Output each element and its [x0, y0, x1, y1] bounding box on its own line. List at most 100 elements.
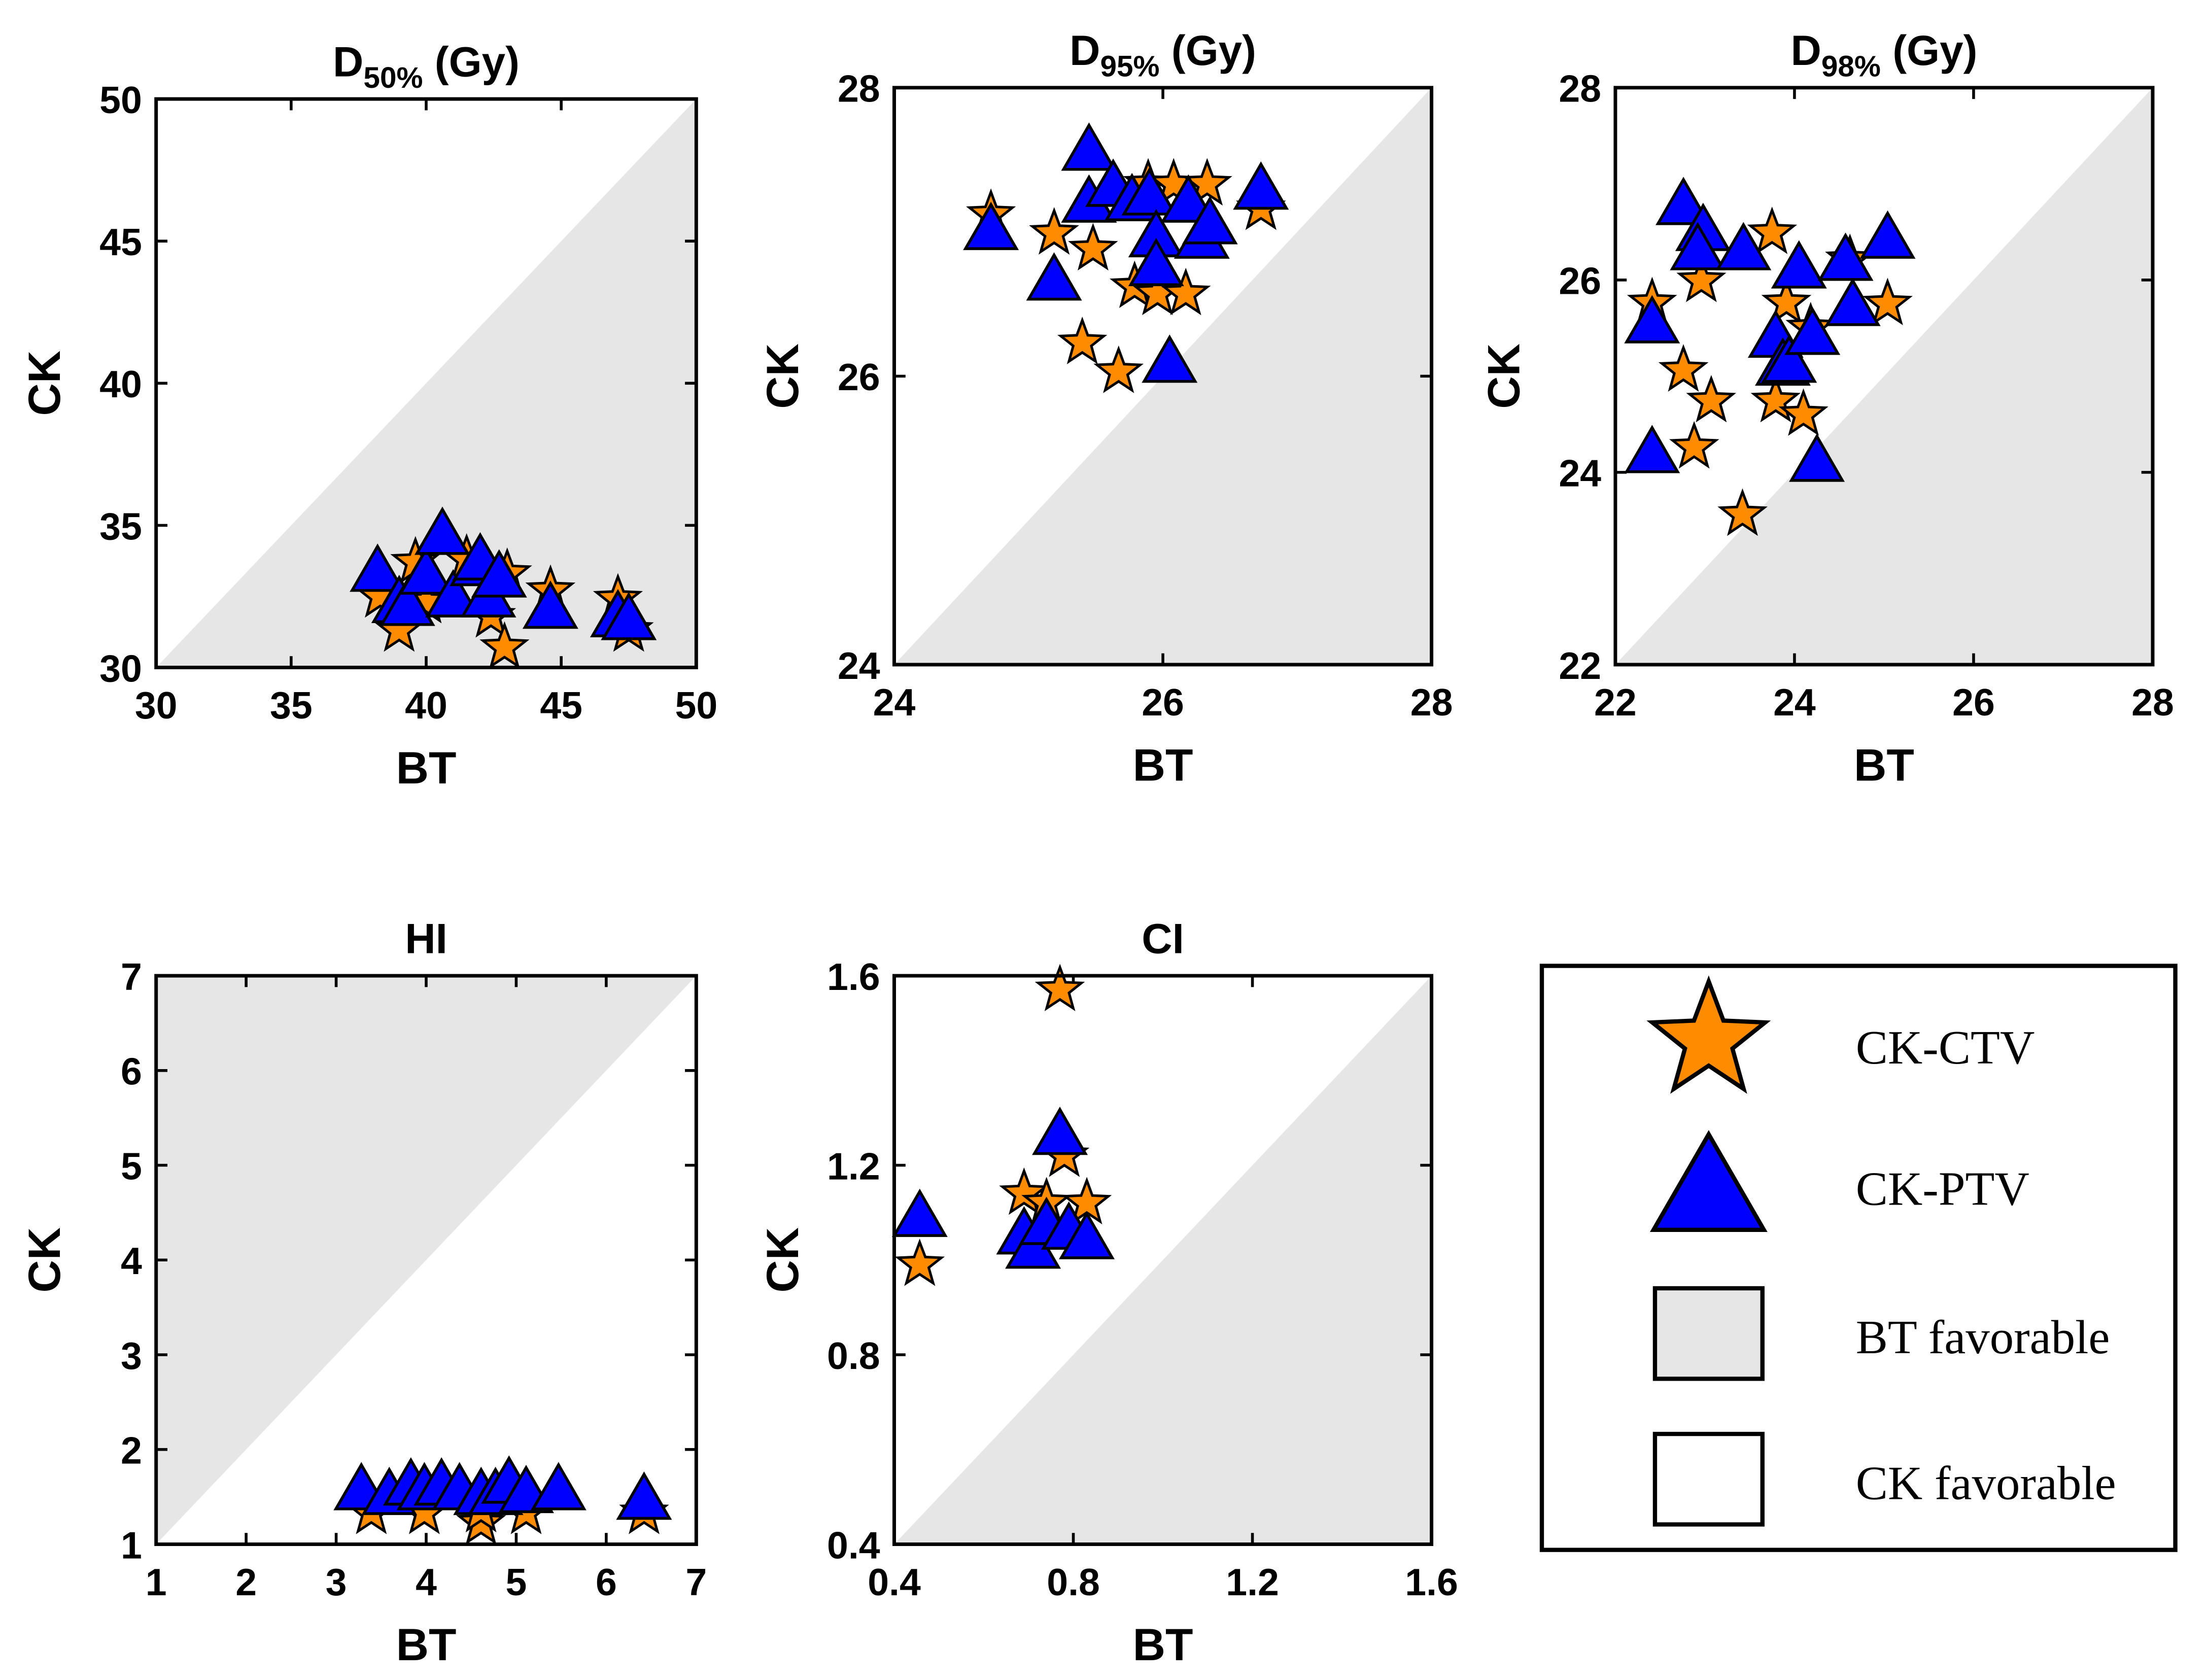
- ck-ctv-point: [479, 621, 530, 669]
- ck-ctv-point: [1747, 207, 1798, 254]
- title-main: D: [1070, 26, 1100, 74]
- title-subscript: 50%: [363, 61, 423, 94]
- title-main: D: [1790, 26, 1821, 74]
- ck-ptv-point: [616, 1471, 672, 1520]
- y-axis-label: CK: [19, 1227, 70, 1293]
- panel-title: D50% (Gy): [333, 38, 520, 94]
- x-axis-label: BT: [1133, 739, 1193, 790]
- scatter-panel-0: 30 35 40 45 50 30 35 40 45 50 D50% (Gy) BT CK: [19, 38, 717, 794]
- ck-ptv-point: [1032, 1107, 1088, 1155]
- x-tick-label: 50: [675, 684, 717, 727]
- ck-ptv-point: [425, 569, 481, 618]
- shaded-box-icon: [1652, 1286, 1765, 1381]
- title-main: D: [333, 38, 363, 86]
- ck-ctv-point: [1750, 374, 1801, 423]
- title-main: CI: [1142, 914, 1184, 962]
- ck-ptv-point: [1789, 433, 1845, 482]
- ck-ptv-point: [379, 577, 435, 626]
- ck-ptv-point: [1824, 278, 1881, 326]
- y-tick-label: 0.8: [827, 1334, 880, 1377]
- x-tick-label: 2: [235, 1561, 257, 1603]
- x-tick-label: 0.8: [1047, 1561, 1100, 1603]
- title-unit: (Gy): [1881, 26, 1977, 74]
- ck-ctv-point: [1034, 964, 1085, 1011]
- ck-ctv-point: [1717, 488, 1768, 536]
- ck-ptv-point: [1233, 161, 1289, 210]
- ck-ptv-point: [1715, 222, 1772, 270]
- y-axis-label: CK: [1478, 344, 1529, 409]
- x-tick-label: 28: [1410, 681, 1453, 724]
- legend-label: CK-CTV: [1856, 1021, 2035, 1074]
- panel-title: HI: [405, 914, 447, 962]
- ck-ptv-point: [398, 546, 455, 595]
- scatter-panel-4: 0.4 0.8 1.2 1.6 0.4 0.8 1.2 1.6 CI BT CK: [757, 914, 1458, 1670]
- x-tick-label: 26: [1142, 681, 1184, 724]
- ck-ctv-point: [894, 1239, 945, 1286]
- title-subscript: 98%: [1821, 50, 1881, 83]
- ck-ptv-point: [522, 580, 578, 629]
- ck-ptv-point: [1771, 240, 1827, 289]
- y-tick-label: 30: [99, 647, 142, 690]
- y-tick-label: 24: [1559, 452, 1601, 495]
- x-tick-label: 0.4: [868, 1561, 921, 1603]
- x-tick-label: 6: [596, 1561, 617, 1603]
- y-axis-label: CK: [19, 351, 70, 416]
- x-tick-label: 4: [416, 1561, 437, 1603]
- y-tick-label: 28: [838, 67, 880, 110]
- y-tick-label: 28: [1559, 67, 1601, 110]
- ck-ctv-point: [999, 1167, 1049, 1215]
- ck-ctv-point: [1686, 374, 1736, 423]
- ck-ctv-point: [1778, 388, 1829, 436]
- ck-ctv-point: [1093, 345, 1144, 393]
- x-tick-label: 1.6: [1405, 1561, 1458, 1603]
- title-unit: (Gy): [1160, 26, 1256, 74]
- x-tick-label: 22: [1594, 681, 1637, 724]
- x-tick-label: 26: [1952, 681, 1995, 724]
- panel-title: CI: [1142, 914, 1184, 962]
- white-box-icon: [1652, 1431, 1765, 1527]
- y-tick-label: 7: [121, 955, 142, 998]
- x-tick-label: 35: [270, 684, 313, 727]
- ck-ptv-point: [1784, 306, 1841, 355]
- ck-ptv-point: [601, 592, 657, 640]
- y-tick-label: 22: [1559, 644, 1601, 687]
- x-tick-label: 45: [540, 684, 582, 727]
- x-tick-label: 3: [326, 1561, 347, 1603]
- ck-ctv-point: [1160, 267, 1211, 316]
- y-tick-label: 1.6: [827, 955, 880, 998]
- scatter-panel-2: 22 24 26 28 22 24 26 28 D98% (Gy) BT CK: [1478, 26, 2174, 790]
- x-tick-label: 5: [506, 1561, 527, 1603]
- ck-ptv-point: [1670, 222, 1726, 270]
- ck-ptv-point: [1624, 425, 1680, 473]
- panel-title: D95% (Gy): [1070, 26, 1256, 83]
- ck-ptv-point: [1160, 174, 1217, 223]
- x-tick-label: 24: [1773, 681, 1816, 724]
- ck-ptv-point: [1182, 196, 1238, 245]
- ck-ptv-point: [1026, 252, 1082, 301]
- y-tick-label: 2: [121, 1429, 142, 1472]
- legend-label: CK favorable: [1856, 1457, 2116, 1510]
- plot-frame: [892, 86, 1434, 667]
- x-tick-label: 7: [685, 1561, 707, 1603]
- ck-ptv-point: [891, 1188, 948, 1237]
- plot-frame: [154, 97, 698, 669]
- y-tick-label: 0.4: [827, 1524, 880, 1566]
- ck-ptv-point: [530, 1462, 587, 1511]
- x-axis-label: BT: [1133, 1619, 1193, 1670]
- ck-ptv-point: [350, 543, 406, 592]
- ck-ptv-point: [1121, 167, 1178, 216]
- ck-ctv-point: [1863, 278, 1913, 325]
- ck-ptv-point: [1128, 237, 1184, 286]
- title-main: HI: [405, 914, 447, 962]
- triangle-icon: [1649, 1130, 1768, 1232]
- y-tick-label: 45: [99, 221, 142, 263]
- ck-ptv-point: [1059, 1211, 1115, 1259]
- ck-ptv-point: [1061, 122, 1117, 171]
- ck-ctv-point: [1761, 277, 1812, 325]
- ck-ctv-point: [1182, 158, 1232, 206]
- ck-ptv-point: [1761, 334, 1817, 383]
- legend-label: CK-PTV: [1856, 1163, 2029, 1216]
- y-tick-label: 35: [99, 505, 142, 547]
- x-tick-label: 1: [146, 1561, 167, 1603]
- plot-frame: [892, 974, 1434, 1546]
